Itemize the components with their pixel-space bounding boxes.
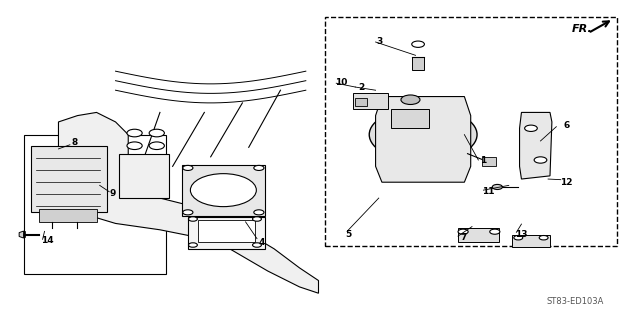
Circle shape [252,217,261,221]
Text: 9: 9 [109,189,115,198]
Text: 13: 13 [515,230,527,239]
Polygon shape [520,112,552,179]
Text: 11: 11 [482,187,495,196]
Circle shape [254,210,264,215]
Circle shape [534,157,547,163]
Circle shape [190,174,256,207]
Bar [39,209,97,222]
Circle shape [490,229,500,234]
Text: 12: 12 [559,178,572,187]
Text: FR.: FR. [572,24,593,34]
Text: 3: 3 [376,36,382,45]
Circle shape [252,243,261,247]
Bar [458,228,499,243]
Bar [24,135,166,274]
Circle shape [127,129,142,137]
Text: 14: 14 [41,236,54,245]
Text: ST83-ED103A: ST83-ED103A [547,297,604,306]
Bar [482,157,496,166]
Text: 4: 4 [258,238,264,247]
Polygon shape [376,97,471,182]
Circle shape [492,184,503,189]
Circle shape [525,125,537,132]
Text: 2: 2 [358,83,364,92]
Bar [512,235,550,247]
Circle shape [539,236,548,240]
Circle shape [127,142,142,149]
Bar [391,109,429,128]
Circle shape [254,165,264,171]
Bar [325,17,617,246]
Circle shape [458,229,468,234]
Text: 7: 7 [460,233,466,242]
Polygon shape [19,231,24,238]
Text: 10: 10 [335,78,348,87]
Circle shape [401,95,420,105]
Bar [182,165,264,215]
Text: 6: 6 [564,121,570,130]
Bar [118,154,169,198]
Circle shape [369,108,477,162]
Bar [31,146,107,212]
Bar [412,57,424,69]
Circle shape [412,41,424,47]
Text: 8: 8 [71,138,78,147]
Text: 1: 1 [480,156,487,164]
Circle shape [183,210,193,215]
Circle shape [387,116,460,153]
Bar [198,220,255,243]
Polygon shape [59,112,318,293]
Bar [355,98,367,106]
Circle shape [189,217,197,221]
Circle shape [149,142,164,149]
Circle shape [149,129,164,137]
Circle shape [183,165,193,171]
Circle shape [189,243,197,247]
Circle shape [514,236,523,240]
Bar [189,217,264,249]
Text: 5: 5 [345,230,352,239]
Bar [354,93,389,109]
